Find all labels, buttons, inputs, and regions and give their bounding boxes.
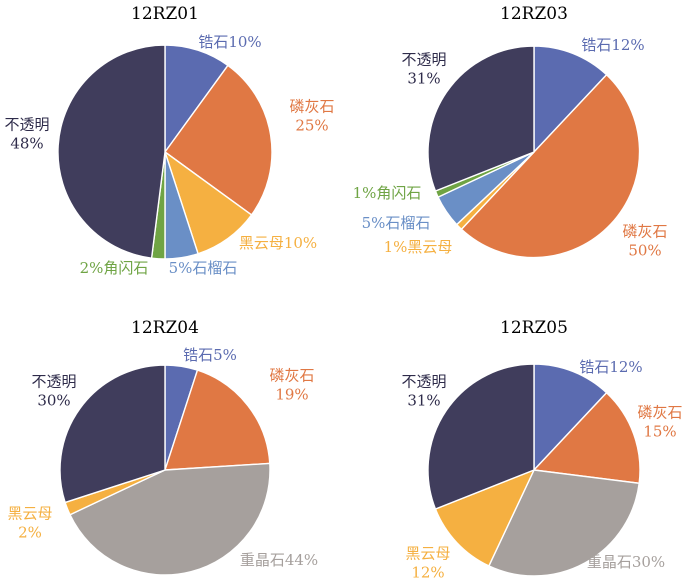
pie-slice (57, 44, 166, 259)
pie-slice (59, 364, 166, 504)
slice-label: 锆石12% (579, 358, 642, 376)
slice-label: 15% (643, 423, 676, 441)
slice-label: 5%石榴石 (362, 214, 431, 232)
slice-label: 2%角闪石 (80, 259, 149, 277)
slice-label: 磷灰石 (289, 98, 334, 116)
slice-label: 不透明 (31, 373, 76, 391)
chart-title: 12RZ04 (131, 318, 199, 338)
slice-label: 黑云母 (7, 505, 52, 523)
slice-label: 31% (407, 70, 440, 88)
slice-label: 5%石榴石 (169, 259, 238, 277)
pie-slice (533, 363, 608, 472)
slice-label: 25% (295, 117, 328, 135)
pie-slice (427, 45, 535, 192)
slice-label: 1%角闪石 (353, 184, 422, 202)
slice-label: 12% (411, 564, 444, 582)
slice-label: 1%黑云母 (384, 238, 453, 256)
slice-label: 锆石5% (183, 346, 237, 364)
slice-label: 不透明 (401, 51, 446, 69)
pie-slice (532, 391, 641, 485)
slice-label: 30% (37, 392, 70, 410)
slice-label: 黑云母 (405, 545, 450, 563)
slice-label: 48% (10, 135, 43, 153)
slice-label: 黑云母10% (239, 234, 317, 252)
slice-label: 19% (275, 386, 308, 404)
slice-label: 31% (407, 392, 440, 410)
slice-label: 不透明 (401, 373, 446, 391)
slice-label: 重晶石44% (240, 551, 318, 569)
slice-label: 磷灰石 (269, 367, 314, 385)
pie-slice (164, 369, 271, 471)
chart-title: 12RZ05 (500, 318, 568, 338)
slice-label: 2% (18, 524, 42, 542)
pie-slice (164, 64, 273, 216)
slice-label: 锆石12% (581, 36, 644, 54)
slice-label: 锆石10% (198, 33, 261, 51)
slice-label: 重晶石30% (587, 553, 665, 571)
pie-slice (533, 45, 608, 154)
slice-label: 磷灰石 (637, 404, 682, 422)
chart-title: 12RZ01 (131, 4, 199, 24)
slice-label: 不透明 (4, 116, 49, 134)
slice-label: 磷灰石 (622, 223, 667, 241)
pie-slice (487, 469, 640, 577)
slice-label: 50% (628, 242, 661, 260)
chart-title: 12RZ03 (500, 4, 568, 24)
pie-slice (460, 73, 641, 259)
pie-slice (434, 468, 536, 567)
pie-slice (427, 363, 535, 510)
